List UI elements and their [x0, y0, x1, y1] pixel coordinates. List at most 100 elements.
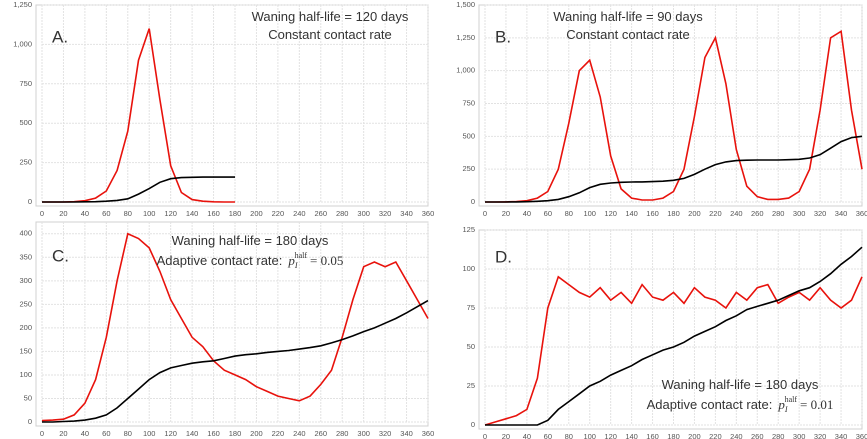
series-line — [484, 275, 863, 426]
x-tick-label: 100 — [143, 209, 156, 218]
y-tick-label: 300 — [19, 276, 32, 285]
x-tick-label: 280 — [772, 209, 785, 218]
y-tick-label: 50 — [467, 342, 475, 351]
annotation: Waning half-life = 90 days — [553, 9, 703, 24]
x-tick-label: 180 — [229, 209, 242, 218]
x-tick-label: 360 — [856, 209, 867, 218]
x-tick-label: 200 — [688, 432, 701, 439]
y-tick-label: 750 — [19, 79, 32, 88]
x-tick-label: 240 — [293, 429, 306, 438]
formula-sup: half — [785, 395, 798, 404]
annotation: Constant contact rate — [566, 27, 690, 42]
annotation-text: Adaptive contact rate: — [157, 253, 283, 268]
x-tick-label: 20 — [59, 429, 67, 438]
x-tick-label: 80 — [124, 429, 132, 438]
annotation-text: Waning half-life = 180 days — [662, 377, 819, 392]
y-tick-label: 0 — [471, 420, 475, 429]
annotation: Constant contact rate — [268, 27, 392, 42]
x-tick-label: 240 — [730, 432, 743, 439]
y-tick-label: 750 — [462, 98, 475, 107]
y-tick-label: 1,000 — [13, 39, 32, 48]
x-tick-label: 220 — [709, 209, 722, 218]
series-line — [485, 246, 863, 426]
x-tick-label: 0 — [40, 429, 44, 438]
x-tick-label: 260 — [751, 209, 764, 218]
y-tick-label: 100 — [19, 370, 32, 379]
y-tick-label: 0 — [28, 197, 32, 206]
x-tick-label: 40 — [523, 209, 531, 218]
panel-label: B. — [495, 27, 511, 46]
x-tick-label: 180 — [229, 429, 242, 438]
x-tick-label: 100 — [583, 432, 596, 439]
x-tick-label: 240 — [730, 209, 743, 218]
y-tick-label: 1,250 — [13, 0, 32, 9]
y-tick-label: 1,250 — [456, 33, 475, 42]
x-tick-label: 20 — [502, 209, 510, 218]
annotation: Waning half-life = 180 days — [172, 233, 329, 248]
x-tick-label: 80 — [124, 209, 132, 218]
x-tick-label: 260 — [751, 432, 764, 439]
x-tick-label: 360 — [856, 432, 867, 439]
series-line — [41, 232, 429, 422]
x-tick-label: 320 — [814, 209, 827, 218]
x-tick-label: 300 — [793, 209, 806, 218]
formula-rest: = 0.05 — [310, 253, 343, 268]
x-tick-label: 160 — [646, 432, 659, 439]
x-tick-label: 40 — [81, 209, 89, 218]
x-tick-label: 140 — [186, 209, 199, 218]
y-tick-label: 500 — [19, 118, 32, 127]
y-tick-label: 500 — [462, 131, 475, 140]
x-tick-label: 20 — [502, 432, 510, 439]
y-tick-label: 0 — [28, 417, 32, 426]
x-tick-label: 260 — [315, 209, 328, 218]
y-tick-label: 1,500 — [456, 0, 475, 9]
y-tick-label: 250 — [19, 158, 32, 167]
y-tick-label: 250 — [19, 299, 32, 308]
plot-area — [35, 4, 429, 207]
series-line — [42, 176, 235, 203]
annotation-text: Adaptive contact rate: — [647, 397, 773, 412]
x-tick-label: 160 — [646, 209, 659, 218]
series-line — [485, 135, 863, 203]
x-tick-label: 220 — [272, 429, 285, 438]
x-tick-label: 40 — [81, 429, 89, 438]
plot-area — [35, 221, 429, 427]
y-tick-label: 25 — [467, 381, 475, 390]
annotation: Waning half-life = 120 days — [252, 9, 409, 24]
x-tick-label: 120 — [604, 209, 617, 218]
x-tick-label: 320 — [814, 432, 827, 439]
annotation: Adaptive contact rate: pIhalf = 0.01 — [647, 395, 834, 414]
x-tick-label: 300 — [357, 209, 370, 218]
x-tick-label: 240 — [293, 209, 306, 218]
x-tick-label: 0 — [483, 209, 487, 218]
x-tick-label: 280 — [336, 209, 349, 218]
x-tick-label: 320 — [379, 209, 392, 218]
annotation: Adaptive contact rate: pIhalf = 0.05 — [157, 251, 344, 270]
series-line — [485, 29, 863, 203]
x-tick-label: 180 — [667, 432, 680, 439]
y-tick-label: 1,000 — [456, 66, 475, 75]
x-tick-label: 300 — [793, 432, 806, 439]
x-tick-label: 60 — [102, 209, 110, 218]
y-tick-label: 200 — [19, 323, 32, 332]
x-tick-label: 120 — [604, 432, 617, 439]
formula-sub: I — [294, 261, 298, 270]
x-tick-label: 80 — [565, 432, 573, 439]
annotation-text: Constant contact rate — [268, 27, 392, 42]
x-tick-label: 260 — [315, 429, 328, 438]
x-tick-label: 280 — [336, 429, 349, 438]
x-tick-label: 60 — [544, 432, 552, 439]
x-tick-label: 220 — [272, 209, 285, 218]
annotation-text: Waning half-life = 90 days — [553, 9, 703, 24]
x-tick-label: 0 — [483, 432, 487, 439]
x-tick-label: 0 — [40, 209, 44, 218]
y-tick-label: 150 — [19, 346, 32, 355]
formula-base: p — [287, 253, 295, 268]
y-tick-label: 350 — [19, 252, 32, 261]
x-tick-label: 140 — [186, 429, 199, 438]
x-tick-label: 120 — [164, 429, 177, 438]
formula-sub: I — [784, 405, 788, 414]
x-tick-label: 140 — [625, 209, 638, 218]
x-tick-label: 340 — [400, 429, 413, 438]
